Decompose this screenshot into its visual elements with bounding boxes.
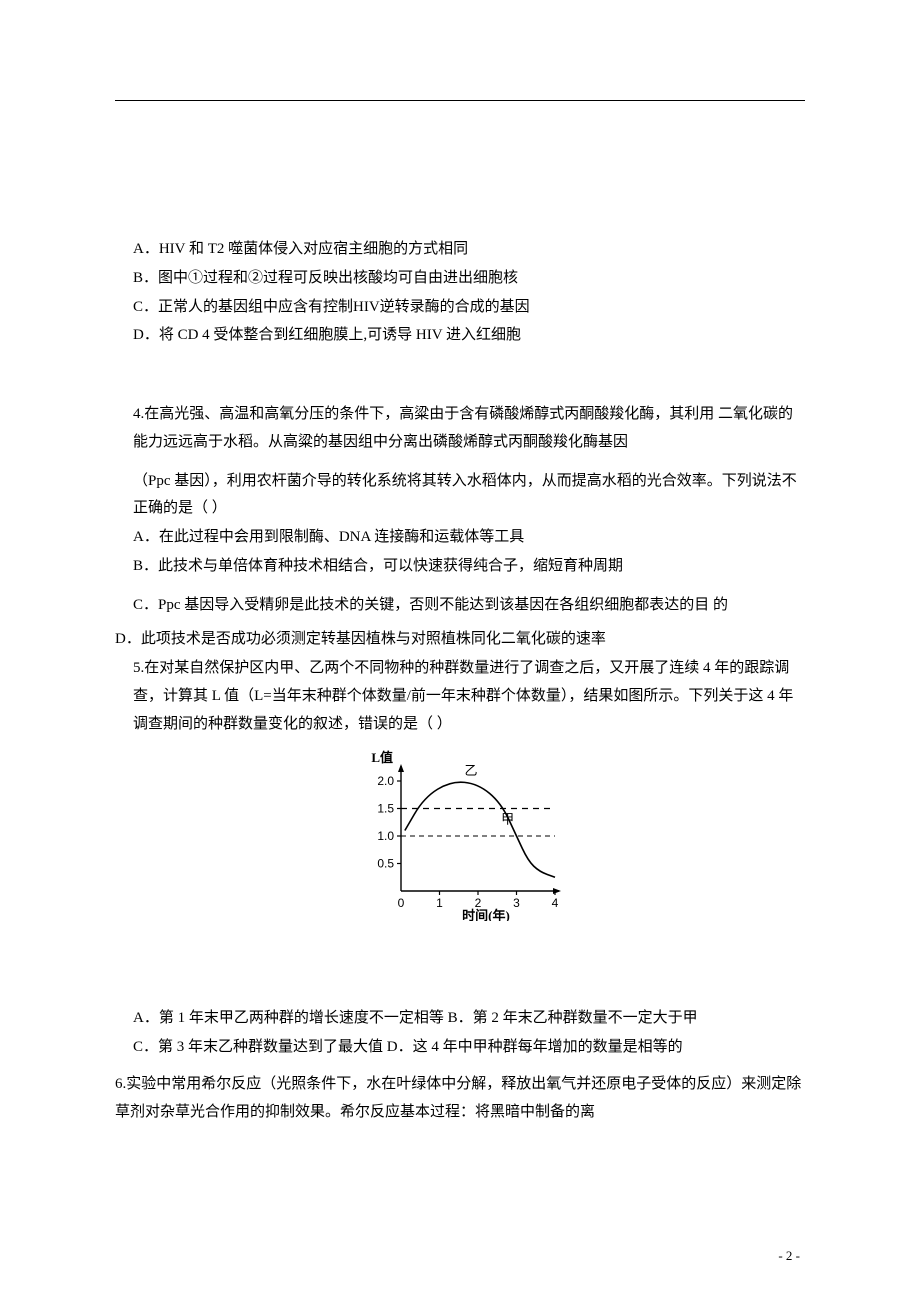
q6-stem: 6.实验中常用希尔反应（光照条件下，水在叶绿体中分解，释放出氧气并还原电子受体的… bbox=[115, 1071, 805, 1127]
q5-stem: 5.在对某自然保护区内甲、乙两个不同物种的种群数量进行了调查之后，又开展了连续 … bbox=[133, 655, 805, 738]
q4-option-d: D．此项技术是否成功必须测定转基因植株与对照植株同化二氧化碳的速率 bbox=[115, 626, 805, 654]
q3-option-d: D．将 CD 4 受体整合到红细胞膜上,可诱导 HIV 进入红细胞 bbox=[133, 322, 805, 350]
q4-option-b: B．此技术与单倍体育种技术相结合，可以快速获得纯合子，缩短育种周期 bbox=[133, 553, 805, 581]
q4-option-a: A．在此过程中会用到限制酶、DNA 连接酶和运载体等工具 bbox=[133, 524, 805, 552]
q5-chart: L值0.51.01.52.001234时间(年)甲乙 bbox=[115, 746, 805, 921]
q3-option-c: C．正常人的基因组中应含有控制HIV逆转录酶的合成的基因 bbox=[133, 294, 805, 322]
q4-option-c: C．Ppc 基因导入受精卵是此技术的关键，否则不能达到该基因在各组织细胞都表达的… bbox=[133, 592, 805, 620]
top-rule bbox=[115, 100, 805, 101]
q5-option-cd: C．第 3 年末乙种群数量达到了最大值 D．这 4 年中甲种群每年增加的数量是相… bbox=[133, 1034, 805, 1062]
q4-stem-part1: 4.在高光强、高温和高氧分压的条件下，高粱由于含有磷酸烯醇式丙酮酸羧化酶，其利用… bbox=[133, 401, 805, 457]
q5-option-ab: A．第 1 年末甲乙两种群的增长速度不一定相等 B．第 2 年末乙种群数量不一定… bbox=[133, 1005, 805, 1033]
q3-option-a: A．HIV 和 T2 噬菌体侵入对应宿主细胞的方式相同 bbox=[133, 236, 805, 264]
svg-text:3: 3 bbox=[513, 896, 520, 910]
svg-text:L值: L值 bbox=[371, 750, 393, 765]
svg-text:1.0: 1.0 bbox=[377, 829, 394, 843]
svg-text:0: 0 bbox=[398, 896, 405, 910]
page-number: - 2 - bbox=[778, 1244, 800, 1268]
svg-text:乙: 乙 bbox=[465, 763, 478, 778]
svg-text:1.5: 1.5 bbox=[377, 802, 394, 816]
svg-text:2.0: 2.0 bbox=[377, 774, 394, 788]
q3-option-b: B．图中①过程和②过程可反映出核酸均可自由进出细胞核 bbox=[133, 265, 805, 293]
svg-text:1: 1 bbox=[436, 896, 443, 910]
svg-text:时间(年): 时间(年) bbox=[462, 908, 510, 921]
q4-stem-part2: （Ppc 基因），利用农杆菌介导的转化系统将其转入水稻体内，从而提高水稻的光合效… bbox=[133, 468, 805, 524]
svg-text:0.5: 0.5 bbox=[377, 857, 394, 871]
svg-text:甲: 甲 bbox=[501, 812, 514, 827]
svg-text:4: 4 bbox=[552, 896, 559, 910]
line-chart-svg: L值0.51.01.52.001234时间(年)甲乙 bbox=[355, 746, 565, 921]
